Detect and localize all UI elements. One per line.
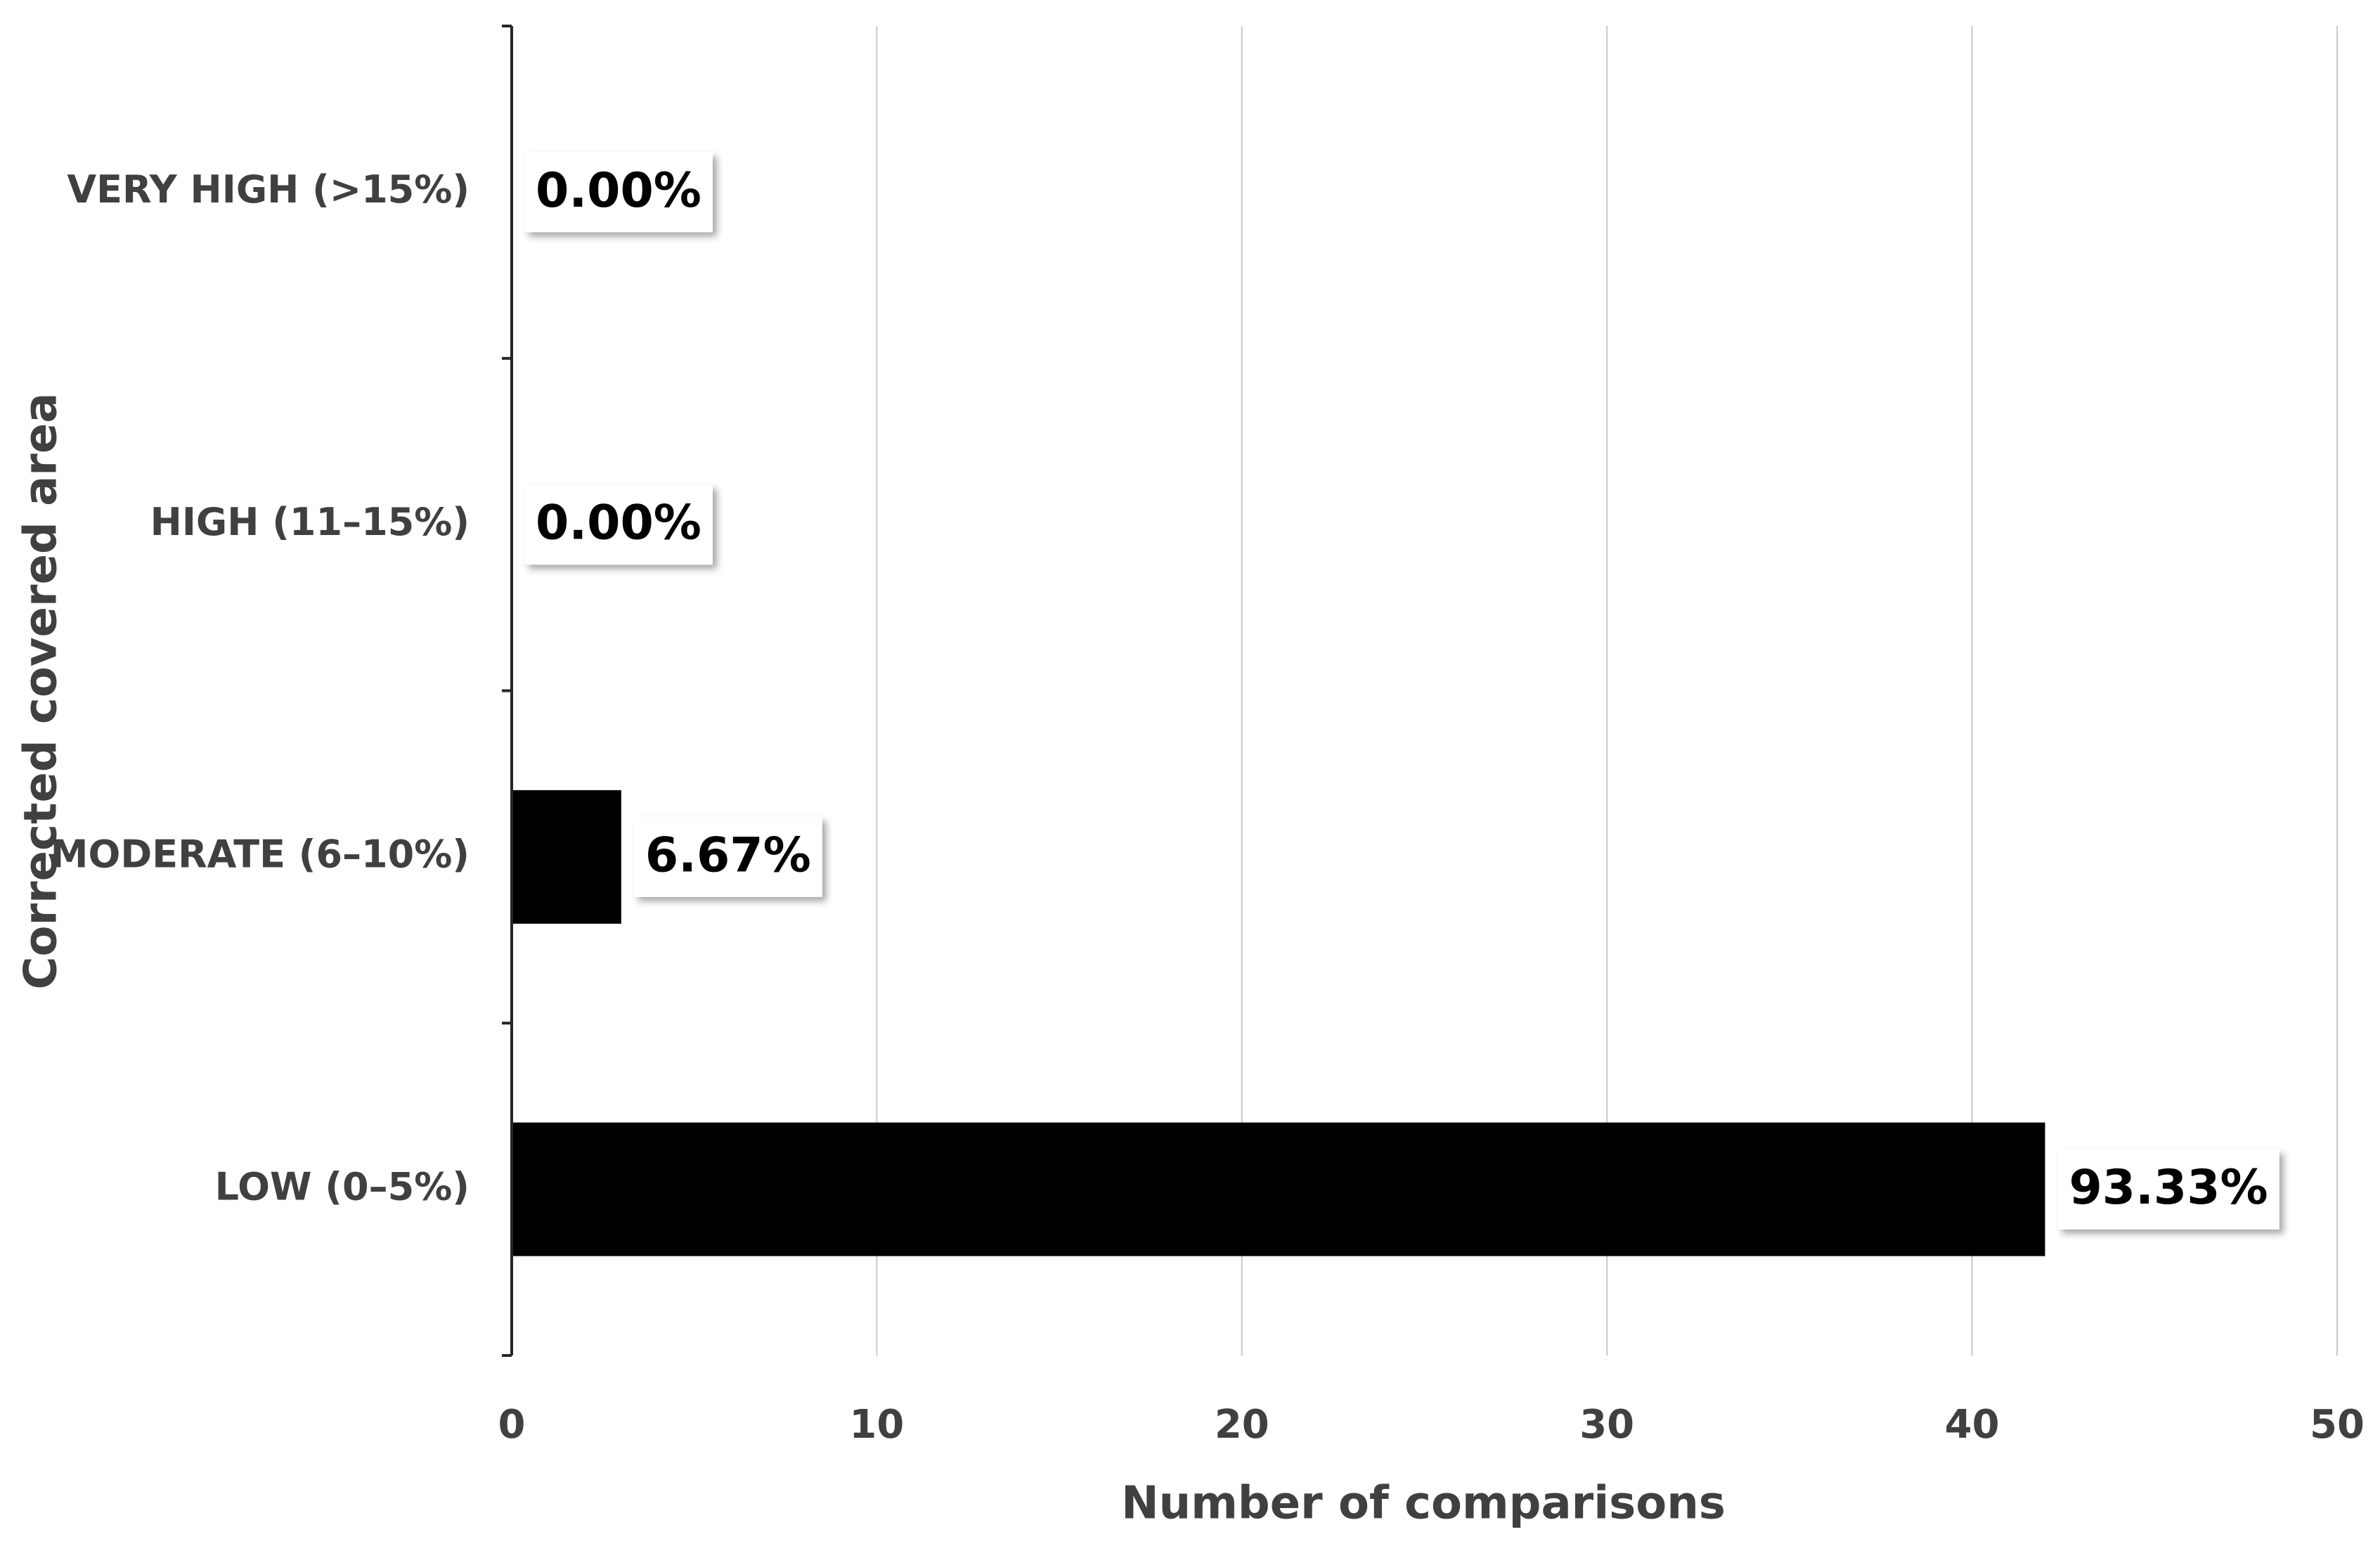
data-label-text: 0.00% bbox=[536, 163, 701, 219]
x-tick-label: 40 bbox=[1945, 1402, 2000, 1448]
bar bbox=[512, 790, 621, 924]
x-tick-label: 10 bbox=[849, 1402, 904, 1448]
axes: 0 10 20 30 40 50 LOW (0–5%) MODERATE (6–10%) HIG… bbox=[51, 25, 2365, 1448]
data-label-box bbox=[524, 484, 713, 565]
x-tick-label: 30 bbox=[1579, 1402, 1634, 1448]
labels: 93.33% 6.67% 0.00% 0.00% bbox=[524, 152, 2279, 1230]
y-tick-label: VERY HIGH (>15%) bbox=[67, 167, 470, 212]
x-tick-label: 50 bbox=[2310, 1402, 2365, 1448]
data-label-text: 0.00% bbox=[536, 496, 701, 551]
x-tick-label: 0 bbox=[498, 1402, 526, 1448]
data-label-text: 6.67% bbox=[645, 827, 811, 883]
y-tick-label: HIGH (11–15%) bbox=[150, 500, 470, 544]
x-axis-title: Number of comparisons bbox=[1121, 1478, 1726, 1530]
x-tick-label: 20 bbox=[1215, 1402, 1269, 1448]
bars bbox=[512, 790, 2045, 1256]
y-tick-label: LOW (0–5%) bbox=[215, 1164, 470, 1209]
data-label-box bbox=[524, 152, 713, 233]
data-label: 0.00% bbox=[524, 152, 713, 233]
data-label-box bbox=[633, 816, 822, 897]
data-label: 0.00% bbox=[524, 484, 713, 565]
data-label: 93.33% bbox=[2057, 1149, 2279, 1230]
data-label: 6.67% bbox=[633, 816, 822, 897]
data-label-box bbox=[2057, 1149, 2279, 1230]
y-tick-label: MODERATE (6–10%) bbox=[51, 832, 470, 877]
y-axis-title: Corrected covered area bbox=[15, 393, 67, 990]
data-label-text: 93.33% bbox=[2069, 1160, 2268, 1216]
bar bbox=[512, 1122, 2045, 1256]
